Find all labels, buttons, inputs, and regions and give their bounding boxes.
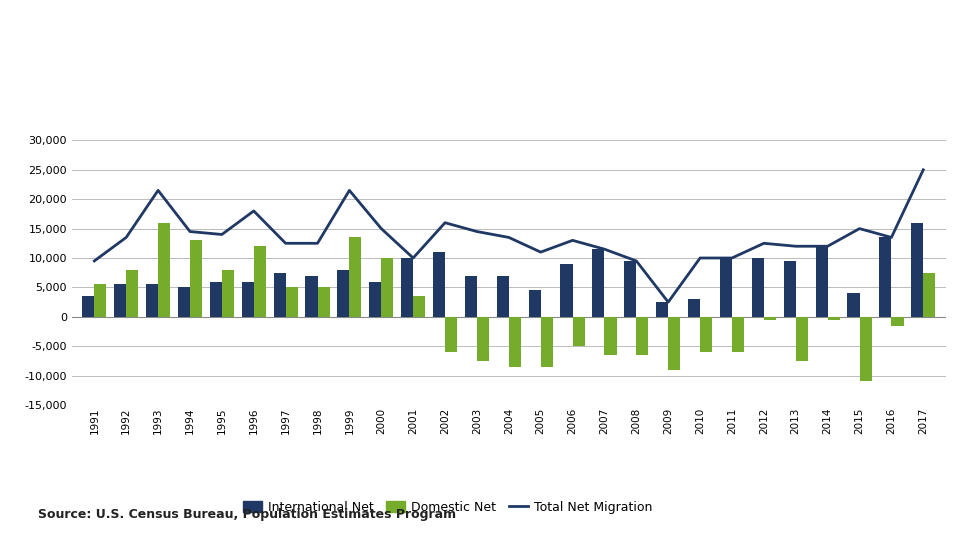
Bar <box>370 281 381 317</box>
Bar <box>911 222 924 317</box>
Bar <box>561 264 572 317</box>
Text: Minnesota’s net migration,: Minnesota’s net migration, <box>348 26 708 50</box>
Bar <box>879 238 892 317</box>
Bar <box>859 317 872 381</box>
Bar <box>752 258 764 317</box>
Bar <box>848 293 859 317</box>
Bar <box>401 258 413 317</box>
Bar <box>572 317 585 346</box>
Bar <box>146 285 158 317</box>
Bar <box>209 281 222 317</box>
Bar <box>253 246 266 317</box>
Bar <box>477 317 489 361</box>
Bar <box>114 285 126 317</box>
Bar <box>783 261 796 317</box>
Bar <box>465 275 477 317</box>
Bar <box>222 270 234 317</box>
Bar <box>337 270 349 317</box>
Bar <box>668 317 681 370</box>
Bar <box>496 275 509 317</box>
Bar <box>720 258 732 317</box>
Bar <box>286 287 298 317</box>
Bar <box>190 240 203 317</box>
Bar <box>413 296 425 317</box>
Bar <box>636 317 648 355</box>
Bar <box>433 252 445 317</box>
Bar <box>656 302 668 317</box>
Bar <box>94 285 107 317</box>
Bar <box>83 296 94 317</box>
Bar <box>688 299 700 317</box>
Bar <box>381 258 394 317</box>
Bar <box>126 270 138 317</box>
Bar <box>158 222 170 317</box>
Bar <box>732 317 744 352</box>
Bar <box>349 238 362 317</box>
Bar <box>509 317 521 367</box>
Bar <box>178 287 190 317</box>
Bar <box>605 317 616 355</box>
Legend: International Net, Domestic Net, Total Net Migration: International Net, Domestic Net, Total N… <box>238 496 658 519</box>
Bar <box>700 317 712 352</box>
Bar <box>815 246 828 317</box>
Bar <box>764 317 776 320</box>
Bar <box>828 317 840 320</box>
Bar <box>305 275 318 317</box>
Bar <box>624 261 636 317</box>
Bar <box>924 273 935 317</box>
Bar <box>242 281 253 317</box>
Bar <box>592 249 605 317</box>
Bar <box>529 291 540 317</box>
Bar <box>540 317 553 367</box>
Text: by international & domestic components: by international & domestic components <box>256 73 800 98</box>
Bar <box>318 287 329 317</box>
Bar <box>796 317 808 361</box>
Bar <box>892 317 903 326</box>
Text: Source: U.S. Census Bureau, Population Estimates Program: Source: U.S. Census Bureau, Population E… <box>38 508 457 522</box>
Bar <box>445 317 457 352</box>
Bar <box>274 273 286 317</box>
